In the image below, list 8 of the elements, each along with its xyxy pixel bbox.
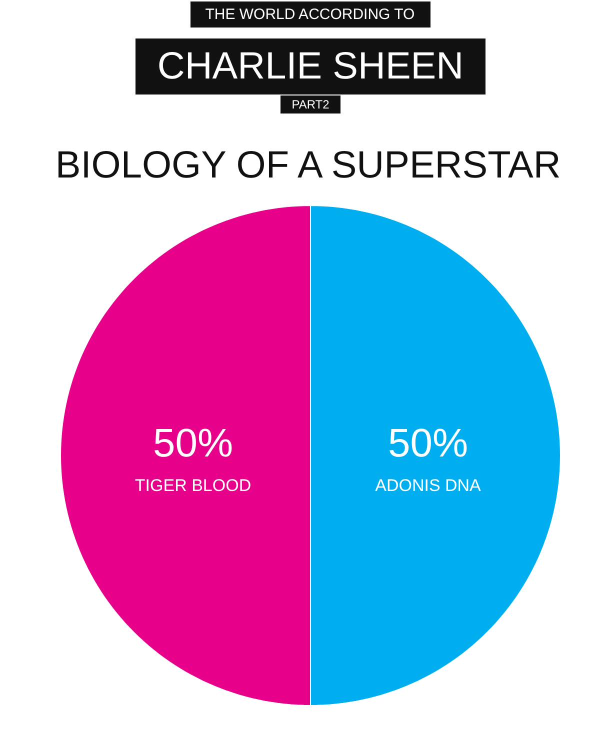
text: THE WORLD ACCORDING TO — [205, 6, 415, 23]
chart-title: BIOLOGY OF A SUPERSTAR — [55, 144, 561, 186]
data-label: 50% — [388, 422, 468, 466]
slice-label: TIGER BLOOD — [134, 476, 252, 495]
data-label: 50% — [152, 422, 234, 466]
text: CHARLIE SHEEN — [157, 46, 464, 88]
text: PART2 — [292, 98, 330, 112]
slice-label: ADONIS DNA — [375, 476, 482, 495]
